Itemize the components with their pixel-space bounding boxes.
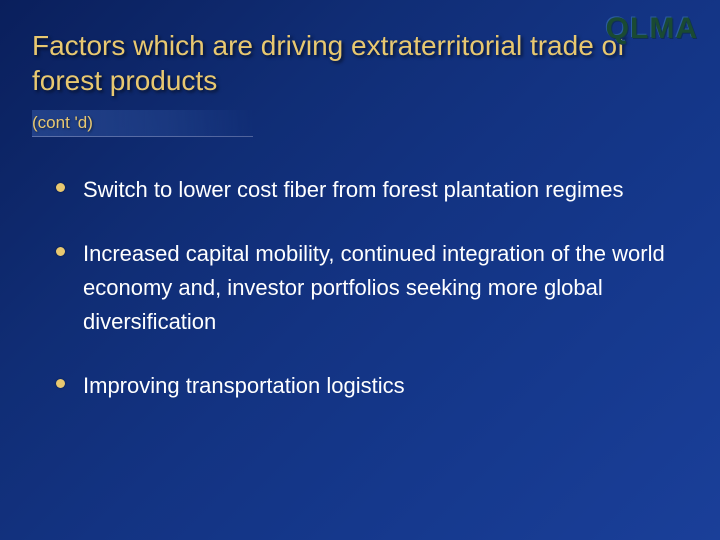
bullet-text: Switch to lower cost fiber from forest p… (83, 173, 623, 207)
bullet-text: Improving transportation logistics (83, 369, 405, 403)
subtitle-wrap: (cont 'd) (32, 110, 688, 137)
slide-subtitle: (cont 'd) (32, 110, 253, 137)
list-item: Improving transportation logistics (56, 369, 680, 403)
bullet-icon (56, 183, 65, 192)
bullet-icon (56, 379, 65, 388)
bullet-text: Increased capital mobility, continued in… (83, 237, 680, 339)
list-item: Switch to lower cost fiber from forest p… (56, 173, 680, 207)
bullet-icon (56, 247, 65, 256)
brand-logo: QLMA (606, 12, 698, 46)
list-item: Increased capital mobility, continued in… (56, 237, 680, 339)
slide-title: Factors which are driving extraterritori… (32, 28, 688, 98)
content-region: Switch to lower cost fiber from forest p… (0, 145, 720, 403)
